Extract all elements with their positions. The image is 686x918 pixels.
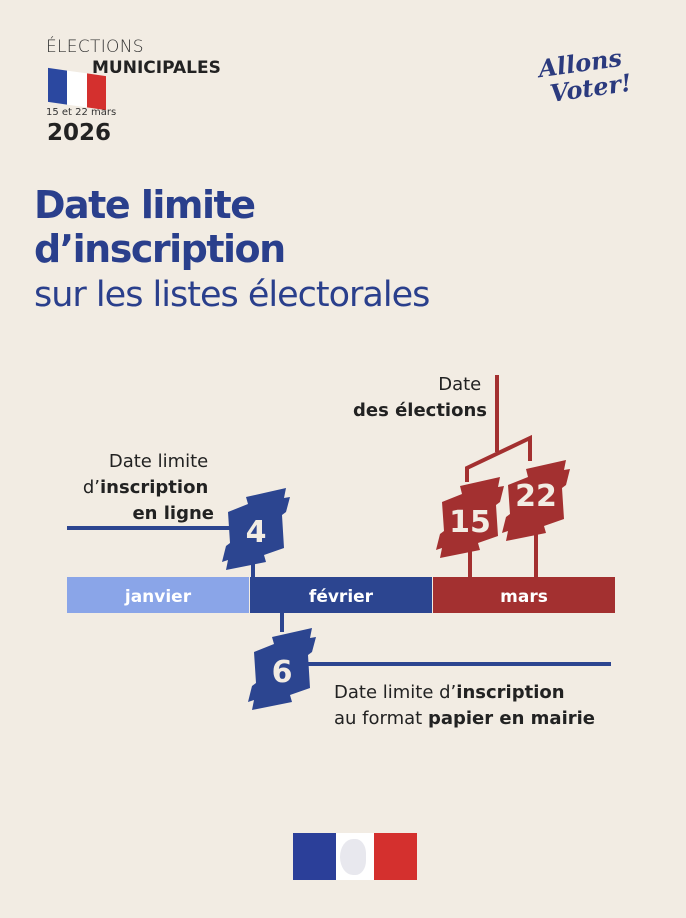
badge-day: 6 <box>272 655 293 690</box>
badge-day: 22 <box>515 479 557 514</box>
republique-francaise-logo <box>293 833 418 880</box>
date-badge-6 <box>248 628 316 710</box>
month-label: février <box>309 587 374 607</box>
election-date-label: Date des élections <box>353 374 487 421</box>
month-label: janvier <box>124 587 192 607</box>
online-deadline-label: Date limite d’inscription en ligne <box>83 451 214 524</box>
month-fevrier <box>250 577 432 613</box>
badge-day: 4 <box>246 515 267 550</box>
badge-day: 15 <box>449 505 491 540</box>
page-title: Date limite d’inscription <box>34 183 286 271</box>
bracket-line <box>465 434 532 482</box>
date-badge-22 <box>502 460 570 541</box>
municipales-label: MUNICIPALES <box>92 58 221 78</box>
election-year: 2026 <box>47 120 112 146</box>
date-badge-15 <box>436 477 504 558</box>
month-mars <box>433 577 615 613</box>
month-janvier <box>67 577 249 613</box>
date-badge-4 <box>222 488 290 570</box>
election-dates: 15 et 22 mars <box>46 107 117 118</box>
page-subtitle: sur les listes électorales <box>34 275 430 315</box>
paper-deadline-label: Date limite d’inscription au format papi… <box>334 682 595 729</box>
month-label: mars <box>500 587 548 607</box>
elections-label: ÉLECTIONS <box>46 37 144 57</box>
